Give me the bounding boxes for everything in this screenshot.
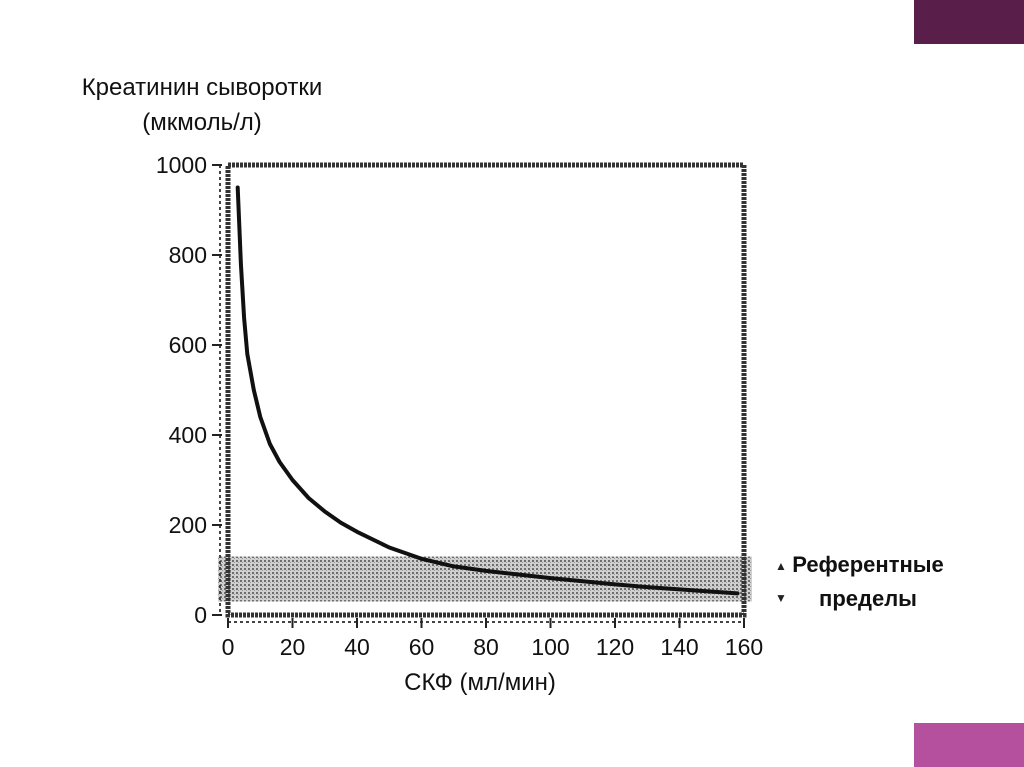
x-tick-label: 120 <box>596 634 634 660</box>
x-tick-label: 140 <box>660 634 698 660</box>
series-point <box>678 587 681 591</box>
y-axis-label-line1: Креатинин сыворотки <box>82 74 323 101</box>
series-point <box>245 352 249 356</box>
series-point <box>452 564 456 568</box>
x-tick-label: 100 <box>531 634 569 660</box>
legend-down-marker: ▼ <box>775 591 787 605</box>
series-point <box>291 478 294 482</box>
series-point <box>516 573 520 576</box>
series-layer <box>235 185 740 596</box>
series-point <box>242 316 246 320</box>
series-point <box>387 546 391 549</box>
legend: ▲ ▼ Референтные пределы <box>775 552 944 611</box>
series-point <box>323 510 327 513</box>
series-point <box>268 442 272 446</box>
series-point <box>710 590 714 594</box>
x-tick-label: 80 <box>473 634 499 660</box>
y-axis-label-line2: (мкмоль/л) <box>142 109 261 136</box>
series-point <box>613 582 617 586</box>
x-tick-label: 60 <box>409 634 435 660</box>
series-point <box>252 388 256 392</box>
y-tick-label: 800 <box>169 242 207 268</box>
series-point <box>420 557 423 561</box>
y-axis: 0 200 400 600 800 1000 <box>156 152 222 628</box>
series-point <box>236 186 240 189</box>
series-point <box>307 496 311 500</box>
series-point <box>339 521 343 525</box>
y-tick-label: 1000 <box>156 152 207 178</box>
x-axis: 0 20 40 60 80 100 120 140 160 <box>222 618 763 660</box>
legend-label-line1: Референтные <box>792 552 944 577</box>
series-point <box>278 460 282 464</box>
x-tick-label: 0 <box>222 634 235 660</box>
series-point <box>239 262 243 266</box>
series-point <box>258 415 262 419</box>
decorative-corner-bottom <box>914 723 1024 767</box>
y-tick-label: 600 <box>169 332 207 358</box>
x-axis-label: СКФ (мл/мин) <box>404 669 556 696</box>
plot-frame <box>225 162 747 618</box>
plot-frame-rect <box>225 162 747 618</box>
series-line <box>235 185 740 596</box>
series-point <box>736 591 740 595</box>
reference-band <box>218 556 752 602</box>
y-tick-label: 0 <box>194 602 207 628</box>
series-point <box>581 579 585 583</box>
series-point <box>549 576 552 580</box>
reference-band-layer <box>218 556 752 602</box>
series-point <box>645 585 649 589</box>
x-tick-label: 20 <box>280 634 306 660</box>
series-point <box>355 530 359 534</box>
x-tick-label: 160 <box>725 634 763 660</box>
y-tick-label: 400 <box>169 422 207 448</box>
legend-up-marker: ▲ <box>775 559 787 573</box>
series-point <box>484 569 488 573</box>
y-tick-label: 200 <box>169 512 207 538</box>
legend-label-line2: пределы <box>819 586 917 611</box>
x-tick-label: 40 <box>344 634 370 660</box>
decorative-corner-top <box>914 0 1024 44</box>
